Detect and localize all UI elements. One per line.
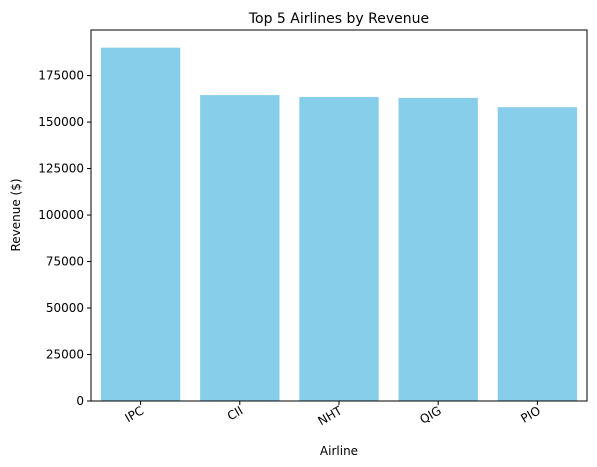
y-tick-label: 0 xyxy=(76,394,84,408)
y-tick-label: 125000 xyxy=(38,162,84,176)
x-tick-label: CII xyxy=(225,403,245,423)
x-tick-label: IPC xyxy=(123,403,147,425)
y-tick-label: 50000 xyxy=(46,301,84,315)
x-tick-label: NHT xyxy=(316,403,346,428)
bar-ipc xyxy=(100,47,181,402)
bars-group xyxy=(100,47,578,402)
bar-qig xyxy=(398,97,478,401)
x-axis: IPC CII NHT QIG PIO xyxy=(123,401,543,428)
x-tick-label: PIO xyxy=(518,403,543,425)
x-axis-label: Airline xyxy=(320,444,358,458)
y-axis-label: Revenue ($) xyxy=(9,178,23,251)
y-tick-label: 25000 xyxy=(46,348,84,362)
y-tick-label: 175000 xyxy=(38,69,84,83)
y-tick-label: 75000 xyxy=(46,255,84,269)
y-axis: 0 25000 50000 75000 100000 125000 150000 175000 xyxy=(38,69,91,408)
bar-pio xyxy=(497,107,578,402)
chart-title: Top 5 Airlines by Revenue xyxy=(248,11,429,27)
y-tick-label: 100000 xyxy=(38,208,84,222)
x-tick-label: QIG xyxy=(417,403,443,426)
bar-cii xyxy=(200,95,280,401)
bar-nht xyxy=(299,96,379,401)
y-tick-label: 150000 xyxy=(38,115,84,129)
plot-frame xyxy=(90,29,588,402)
